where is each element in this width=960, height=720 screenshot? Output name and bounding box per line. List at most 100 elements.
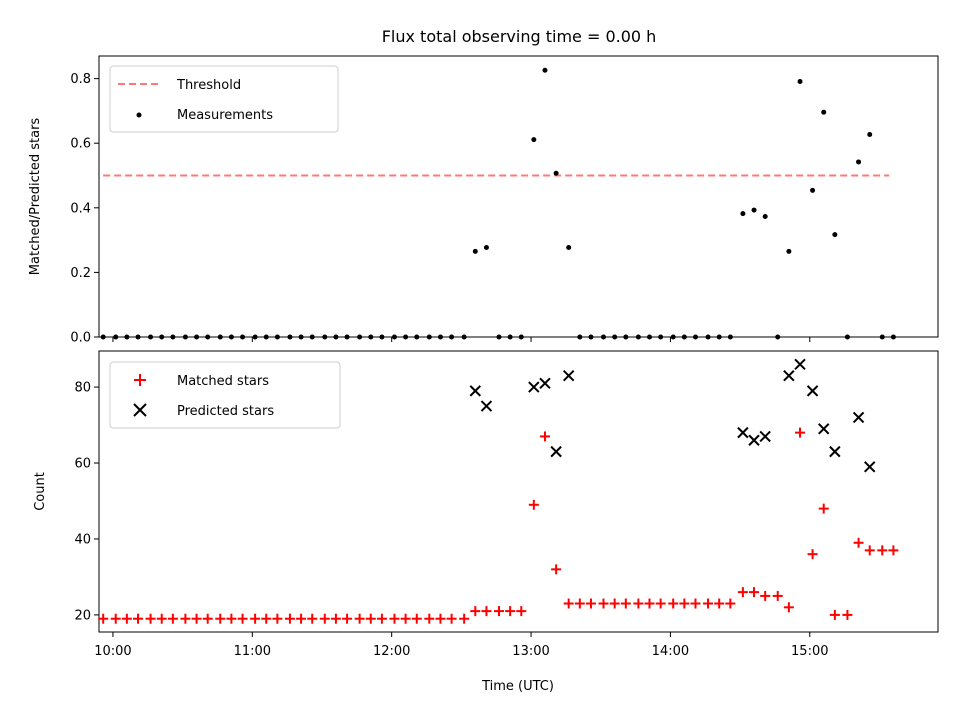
x-tick-label: 10:00 (94, 644, 131, 659)
matched-stars-point (354, 613, 365, 624)
predicted-stars-point (852, 411, 865, 424)
matched-stars-point (215, 613, 226, 624)
matched-stars-point (133, 613, 144, 624)
measurement-point (124, 334, 130, 340)
top-axes-frame (98, 55, 939, 338)
y-tick-label: 0.2 (70, 266, 91, 281)
matched-stars-point (191, 613, 202, 624)
matched-stars-point (435, 613, 446, 624)
x-tick-label: 13:00 (512, 644, 549, 659)
legend-predicted-label: Predicted stars (177, 404, 274, 419)
measurement-point (507, 334, 513, 340)
top-legend-box (109, 65, 339, 133)
predicted-stars-point (829, 445, 841, 458)
measurement-point (357, 334, 363, 340)
matched-stars-point (749, 587, 760, 598)
measurement-point (426, 334, 432, 340)
measurement-point (681, 334, 687, 340)
matched-stars-point (296, 613, 307, 624)
matched-stars-point (528, 499, 539, 510)
measurement-point (414, 334, 420, 340)
matched-stars-point (598, 598, 609, 609)
measurement-point (670, 334, 676, 340)
measurement-point (518, 334, 524, 340)
matched-stars-point (505, 606, 516, 617)
measurement-point (322, 334, 328, 340)
measurement-point (647, 334, 653, 340)
measurement-point (333, 334, 339, 340)
measurement-point (553, 170, 559, 176)
matched-stars-point (470, 606, 481, 617)
top-x-axis-ticks (112, 337, 811, 342)
matched-stars-point (389, 613, 400, 624)
matched-stars-point (574, 598, 585, 609)
matched-stars-point (376, 613, 387, 624)
measurement-point (635, 334, 641, 340)
measurement-point (588, 334, 594, 340)
measurement-point (205, 334, 211, 340)
predicted-stars-point (748, 434, 760, 446)
y-tick-label: 80 (74, 381, 91, 396)
measurement-point (182, 334, 188, 340)
matched-stars-point (156, 613, 167, 624)
matched-stars-point (180, 613, 191, 624)
predicted-stars-point (539, 377, 551, 389)
matched-stars-point (459, 613, 470, 624)
measurement-point (228, 334, 234, 340)
matched-stars-point (261, 613, 272, 624)
chart-title: Flux total observing time = 0.00 h (382, 27, 657, 46)
bottom-x-axis-ticks: 10:00 11:00 12:00 13:00 14:00 15:00 (94, 632, 829, 659)
y-tick-label: 0.8 (70, 72, 91, 87)
y-tick-label: 0.0 (70, 331, 91, 346)
matched-stars-point (446, 613, 457, 624)
y-tick-label: 60 (74, 457, 91, 472)
measurement-point (566, 245, 572, 251)
matched-stars-point (795, 427, 806, 438)
matched-stars-point (585, 598, 596, 609)
measurement-point (740, 211, 746, 217)
measurement-point (148, 334, 154, 340)
measurement-point (496, 334, 502, 340)
bottom-y-axis-ticks: 20 40 60 80 (74, 381, 99, 623)
matched-stars-point (167, 613, 178, 624)
measurement-point (309, 334, 315, 340)
measurement-point (194, 334, 200, 340)
legend-measurements-label: Measurements (177, 108, 273, 123)
matched-stars-point (864, 545, 875, 556)
matched-stars-point (516, 606, 527, 617)
legend-matched-label: Matched stars (177, 374, 269, 389)
predicted-stars-point (469, 385, 482, 397)
predicted-stars-point (562, 369, 575, 382)
matched-stars-point (609, 598, 620, 609)
matched-stars-point (424, 613, 435, 624)
matched-stars-point (400, 613, 411, 624)
measurement-point (601, 334, 607, 340)
measurement-point (797, 79, 803, 85)
matched-stars-point (877, 545, 888, 556)
predicted-stars-point (818, 423, 830, 435)
matched-stars-point (330, 613, 341, 624)
matched-stars-point (818, 503, 829, 514)
matched-stars-point (714, 598, 725, 609)
matched-stars-point (655, 598, 666, 609)
y-tick-label: 0.4 (70, 201, 91, 216)
measurement-point (135, 334, 141, 340)
predicted-stars-point (550, 445, 562, 458)
predicted-stars-point (864, 461, 876, 473)
top-panel-marks (100, 67, 896, 340)
matched-stars-point (272, 613, 283, 624)
bottom-y-axis-label: Count (33, 472, 48, 511)
matched-stars-point (807, 549, 818, 560)
matched-stars-point (121, 613, 132, 624)
matched-stars-point (98, 613, 109, 624)
matched-stars-point (202, 613, 213, 624)
matched-stars-point (737, 587, 748, 598)
measurement-point (379, 334, 385, 340)
measurement-point (810, 187, 816, 193)
measurement-point (727, 334, 733, 340)
matched-stars-point (703, 598, 714, 609)
measurement-point (240, 334, 246, 340)
measurement-point (483, 245, 489, 251)
measurement-point (867, 131, 873, 137)
